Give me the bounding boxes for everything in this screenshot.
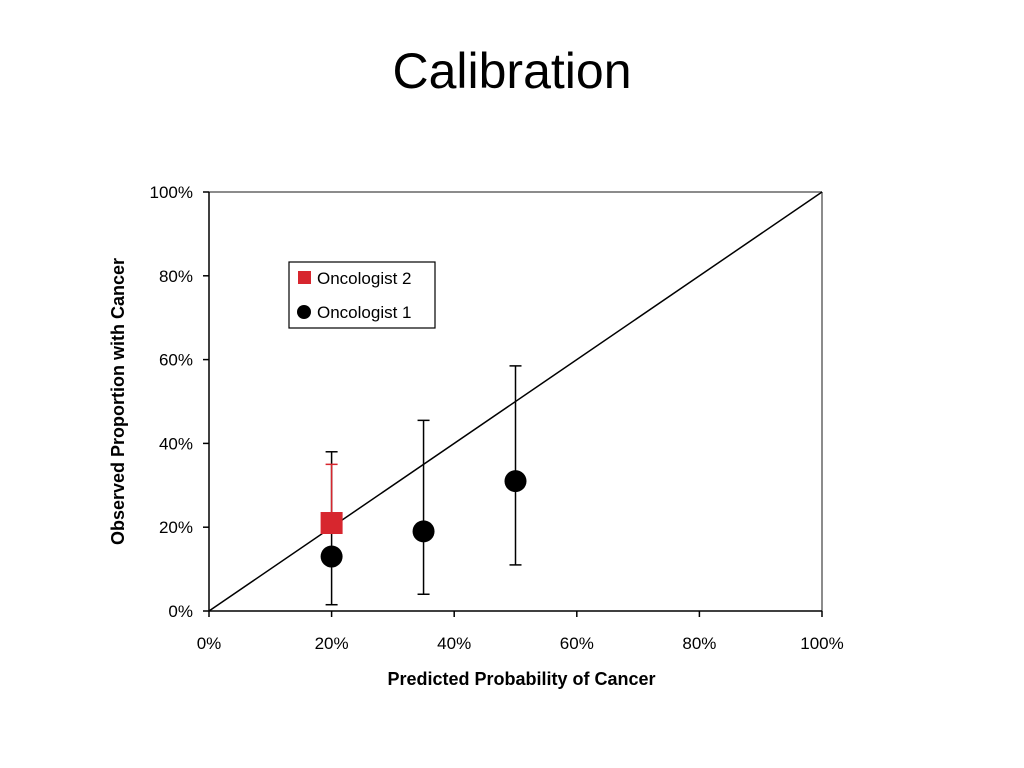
chart-title: Calibration	[392, 43, 632, 99]
legend-square-marker	[298, 271, 311, 284]
legend-box	[288, 261, 436, 329]
legend-label: Oncologist 1	[317, 303, 412, 322]
y-tick-label: 40%	[159, 434, 193, 453]
y-tick-label: 20%	[159, 518, 193, 537]
x-tick-label: 80%	[682, 634, 716, 653]
legend: Oncologist 2 Oncologist 1	[288, 261, 436, 329]
x-tick-label: 20%	[315, 634, 349, 653]
data-point-circle	[320, 545, 343, 568]
data-point-circle	[504, 470, 527, 493]
data-layer	[208, 191, 823, 612]
y-tick-label: 60%	[159, 351, 193, 370]
x-tick-label: 0%	[197, 634, 222, 653]
data-point-circle	[412, 520, 435, 543]
data-point-square	[320, 512, 343, 535]
legend-label: Oncologist 2	[317, 269, 412, 288]
y-tick-label: 0%	[168, 602, 193, 621]
legend-circle-marker	[297, 305, 311, 319]
x-tick-label: 40%	[437, 634, 471, 653]
y-tick-label: 100%	[150, 183, 193, 202]
axes: 0% 20% 40% 60% 80% 100% 0% 20% 40% 60% 80% 100% Pred…	[108, 183, 844, 689]
y-tick-label: 80%	[159, 267, 193, 286]
y-axis-label: Observed Proportion with Cancer	[108, 258, 128, 545]
x-axis-label: Predicted Probability of Cancer	[387, 669, 655, 689]
x-tick-label: 60%	[560, 634, 594, 653]
x-tick-label: 100%	[800, 634, 843, 653]
